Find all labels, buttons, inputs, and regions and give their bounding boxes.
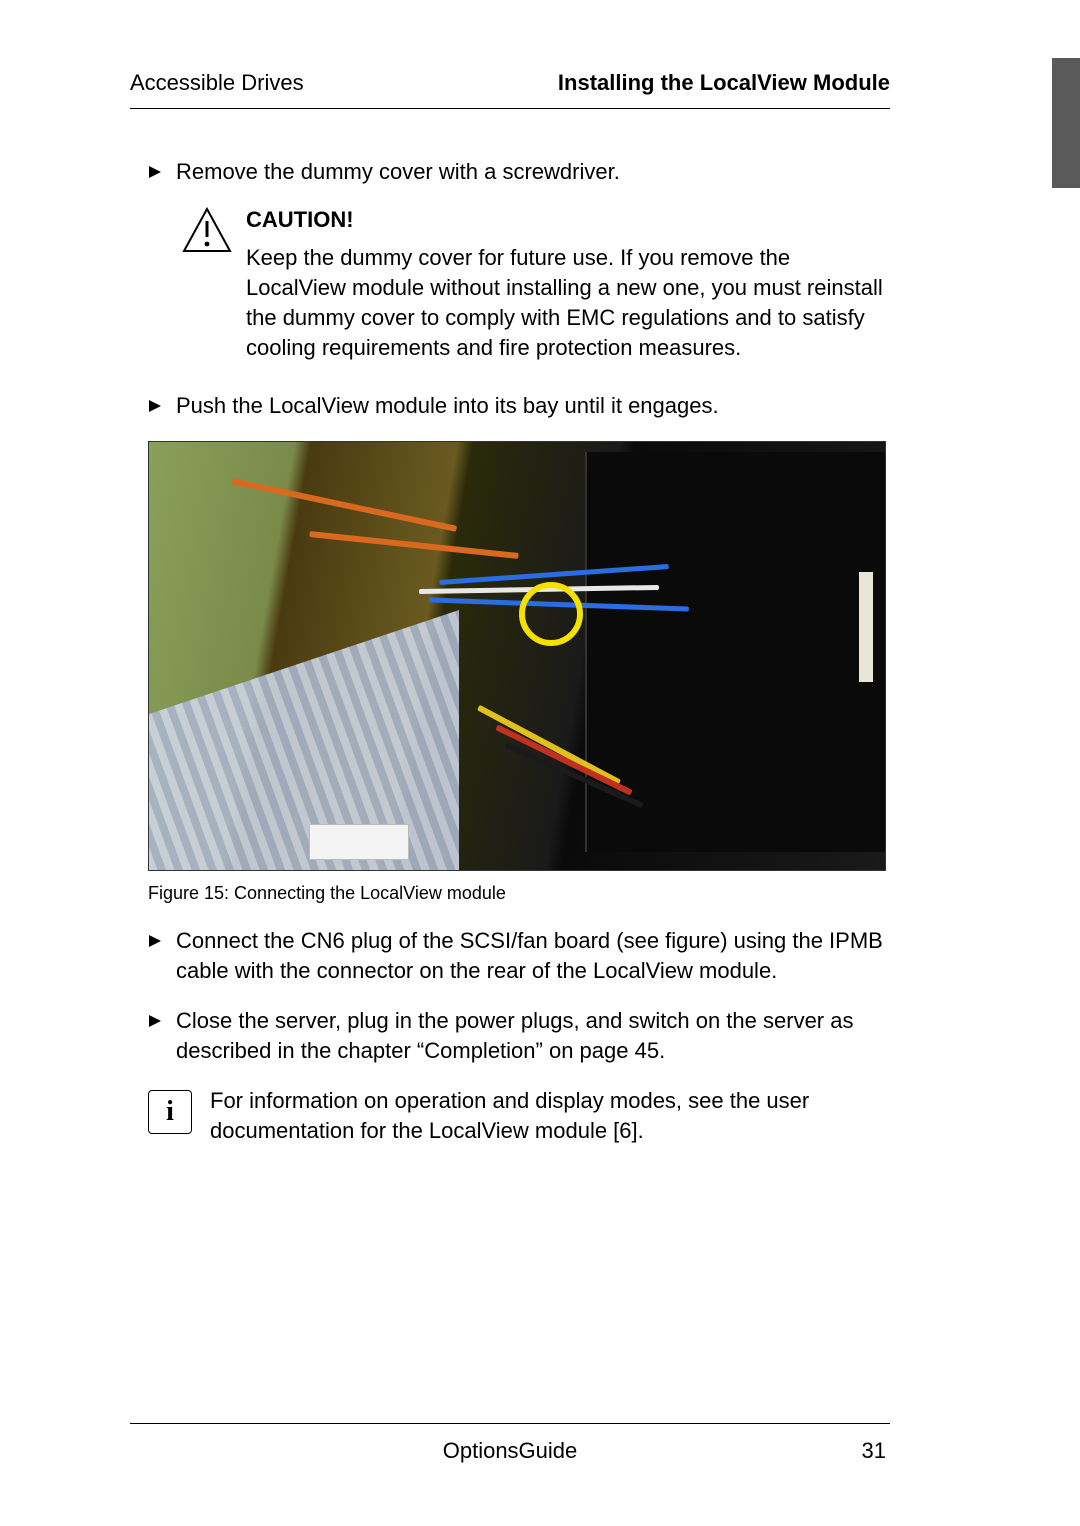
info-callout: i For information on operation and displ…	[148, 1086, 890, 1146]
step-item: Push the LocalView module into its bay u…	[148, 391, 890, 421]
caution-callout: CAUTION! Keep the dummy cover for future…	[182, 207, 890, 363]
bullet-marker-icon	[148, 928, 162, 956]
footer-doc-title: OptionsGuide	[130, 1438, 890, 1464]
header-right: Installing the LocalView Module	[558, 70, 890, 96]
figure-caption: Figure 15: Connecting the LocalView modu…	[148, 883, 890, 904]
caution-heading: CAUTION!	[246, 207, 890, 233]
step-text: Push the LocalView module into its bay u…	[176, 391, 719, 421]
bullet-marker-icon	[148, 159, 162, 187]
figure-image-placeholder	[148, 441, 886, 871]
info-icon: i	[148, 1090, 192, 1134]
header-left: Accessible Drives	[130, 70, 304, 96]
info-text: For information on operation and display…	[210, 1086, 890, 1146]
step-text: Connect the CN6 plug of the SCSI/fan boa…	[176, 926, 890, 986]
step-item: Close the server, plug in the power plug…	[148, 1006, 890, 1066]
step-item: Connect the CN6 plug of the SCSI/fan boa…	[148, 926, 890, 986]
bullet-marker-icon	[148, 1008, 162, 1036]
step-item: Remove the dummy cover with a screwdrive…	[148, 157, 890, 187]
step-text: Remove the dummy cover with a screwdrive…	[176, 157, 620, 187]
running-header: Accessible Drives Installing the LocalVi…	[130, 70, 890, 109]
caution-text: Keep the dummy cover for future use. If …	[246, 243, 890, 363]
info-glyph: i	[166, 1096, 174, 1128]
page-content: Accessible Drives Installing the LocalVi…	[130, 70, 890, 1146]
page-footer: OptionsGuide 31	[130, 1423, 890, 1464]
step-text: Close the server, plug in the power plug…	[176, 1006, 890, 1066]
bullet-marker-icon	[148, 393, 162, 421]
caution-icon	[182, 207, 232, 258]
callout-circle-icon	[519, 582, 583, 646]
chapter-side-tab	[1052, 58, 1080, 188]
figure-block: Figure 15: Connecting the LocalView modu…	[148, 441, 890, 904]
